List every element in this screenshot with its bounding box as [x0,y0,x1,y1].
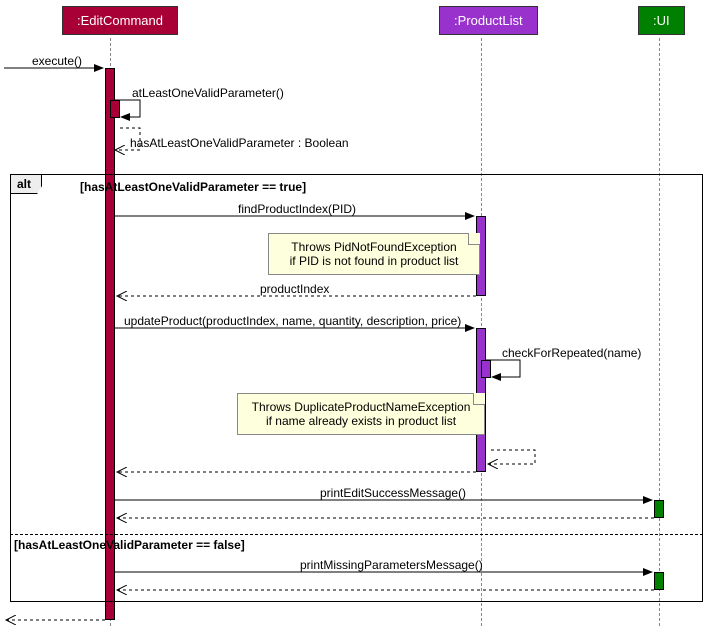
alt-guard-true: [hasAtLeastOneValidParameter == true] [80,180,306,194]
msg-printmissingparams: printMissingParametersMessage() [300,558,483,572]
note-line: if name already exists in product list [248,414,474,428]
note-line: Throws PidNotFoundException [279,240,469,254]
msg-updateproduct: updateProduct(productIndex, name, quanti… [124,314,461,328]
lifeline-productlist: :ProductList [439,6,538,35]
msg-productindex: productIndex [260,282,329,296]
note-fold [473,393,485,405]
msg-findproductindex: findProductIndex(PID) [238,202,356,216]
alt-guard-false: [hasAtLeastOneValidParameter == false] [14,538,245,552]
alt-divider [10,534,703,535]
msg-hasatleast-return: hasAtLeastOneValidParameter : Boolean [130,136,349,150]
note-fold [468,233,480,245]
lifeline-editcommand: :EditCommand [62,6,178,35]
note-line: if PID is not found in product list [279,254,469,268]
msg-printeditsuccess: printEditSuccessMessage() [320,486,466,500]
note-line: Throws DuplicateProductNameException [248,400,474,414]
alt-label: alt [10,174,42,194]
note-duplicate-name: Throws DuplicateProductNameException if … [237,393,485,435]
activation-editcommand-self [110,100,120,118]
lifeline-ui: :UI [638,6,685,35]
msg-atleastonevalid: atLeastOneValidParameter() [132,86,284,100]
note-pid-not-found: Throws PidNotFoundException if PID is no… [268,233,480,275]
msg-execute: execute() [32,54,82,68]
msg-checkforrepeated: checkForRepeated(name) [502,346,641,360]
